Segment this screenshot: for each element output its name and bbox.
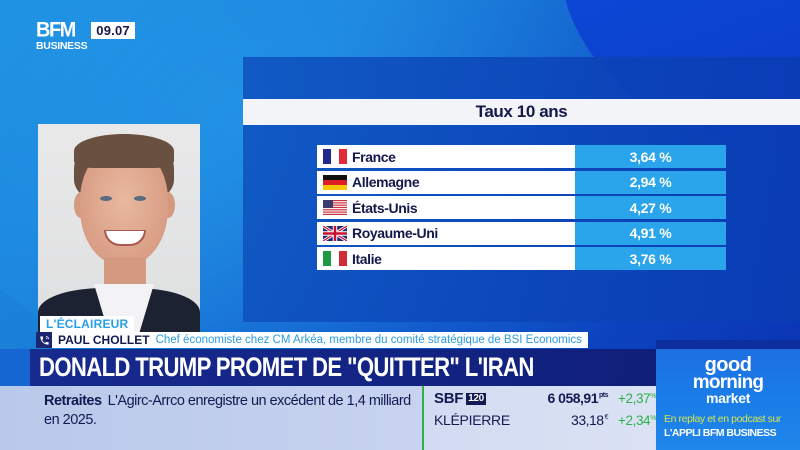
headline-edge	[0, 349, 30, 386]
country-name: France	[352, 148, 396, 165]
guest-name: PAUL CHOLLET	[58, 333, 150, 347]
rates-panel: Taux 10 ans France 3,64 % Allemagne 2,94…	[243, 57, 800, 322]
segment-tag: L'ÉCLAIREUR	[40, 316, 135, 332]
market-row: KLÉPIERRE 33,18€ +2,34%	[434, 412, 656, 428]
bfm-business-logo: BFM BUSINESS	[36, 18, 88, 52]
index-change: +2,37	[618, 391, 651, 406]
table-row: Italie 3,76 %	[317, 247, 727, 270]
news-ticker: Retraites L'Agirc-Arrco enregistre un exc…	[0, 386, 656, 450]
value-unit: €	[604, 414, 609, 421]
table-row: Allemagne 2,94 %	[317, 170, 727, 194]
table-row: États-Unis 4,27 %	[317, 196, 727, 219]
stock-change: +2,34	[618, 413, 651, 428]
news-item: Retraites L'Agirc-Arrco enregistre un exc…	[44, 392, 414, 430]
promo-replay-text: En replay et en podcast sur	[664, 413, 782, 425]
stock-value: 33,18	[571, 412, 604, 428]
market-row: SBF 120 6 058,91pts +2,37%	[434, 390, 656, 407]
table-row: Royaume-Uni 4,91 %	[317, 221, 727, 245]
logo-main: BFM	[36, 18, 76, 42]
good-morning-market-promo: good morning market En replay et en podc…	[656, 349, 800, 450]
clock: 09.07	[91, 22, 135, 39]
rate-value: 4,91 %	[575, 221, 726, 245]
market-quotes: SBF 120 6 058,91pts +2,37% KLÉPIERRE 33,1…	[422, 386, 656, 450]
table-row: France 3,64 %	[317, 145, 727, 168]
channel-logo: BFM BUSINESS 09.07	[36, 20, 135, 52]
phone-icon	[36, 332, 52, 348]
headline-banner: DONALD TRUMP PROMET DE "QUITTER" L'IRAN	[30, 349, 656, 386]
news-text: L'Agirc-Arrco enregistre un excédent de …	[44, 393, 411, 428]
rate-value: 4,27 %	[575, 196, 726, 219]
guest-photo	[38, 124, 200, 332]
stock-name: KLÉPIERRE	[434, 412, 510, 428]
rates-table: France 3,64 % Allemagne 2,94 % États-Uni…	[317, 145, 727, 273]
flag-uk-icon	[322, 224, 348, 242]
guest-title: Chef économiste chez CM Arkéa, membre du…	[155, 334, 582, 346]
rate-value: 2,94 %	[575, 170, 726, 194]
country-name: États-Unis	[352, 199, 418, 216]
value-unit: pts	[599, 392, 609, 399]
index-value: 6 058,91	[547, 390, 599, 406]
logo-sub: BUSINESS	[36, 40, 88, 52]
promo-app-text: L'APPLI BFM BUSINESS	[664, 427, 777, 439]
index-name: SBF	[434, 390, 464, 407]
flag-usa-icon	[323, 200, 347, 215]
panel-title: Taux 10 ans	[243, 99, 800, 125]
index-badge: 120	[466, 393, 486, 405]
flag-france-icon	[323, 149, 347, 164]
country-name: Allemagne	[352, 174, 420, 190]
flag-italy-icon	[323, 251, 347, 266]
country-name: Royaume-Uni	[352, 225, 438, 241]
rate-value: 3,64 %	[575, 145, 726, 168]
headline-text: DONALD TRUMP PROMET DE "QUITTER" L'IRAN	[39, 352, 534, 382]
country-name: Italie	[352, 250, 382, 267]
guest-lower-third: PAUL CHOLLET Chef économiste chez CM Ark…	[36, 332, 588, 348]
rate-value: 3,76 %	[575, 247, 726, 270]
news-tag: Retraites	[44, 393, 102, 409]
show-logo: good morning market	[692, 354, 764, 406]
promo-strip	[656, 340, 800, 349]
flag-germany-icon	[323, 174, 347, 190]
